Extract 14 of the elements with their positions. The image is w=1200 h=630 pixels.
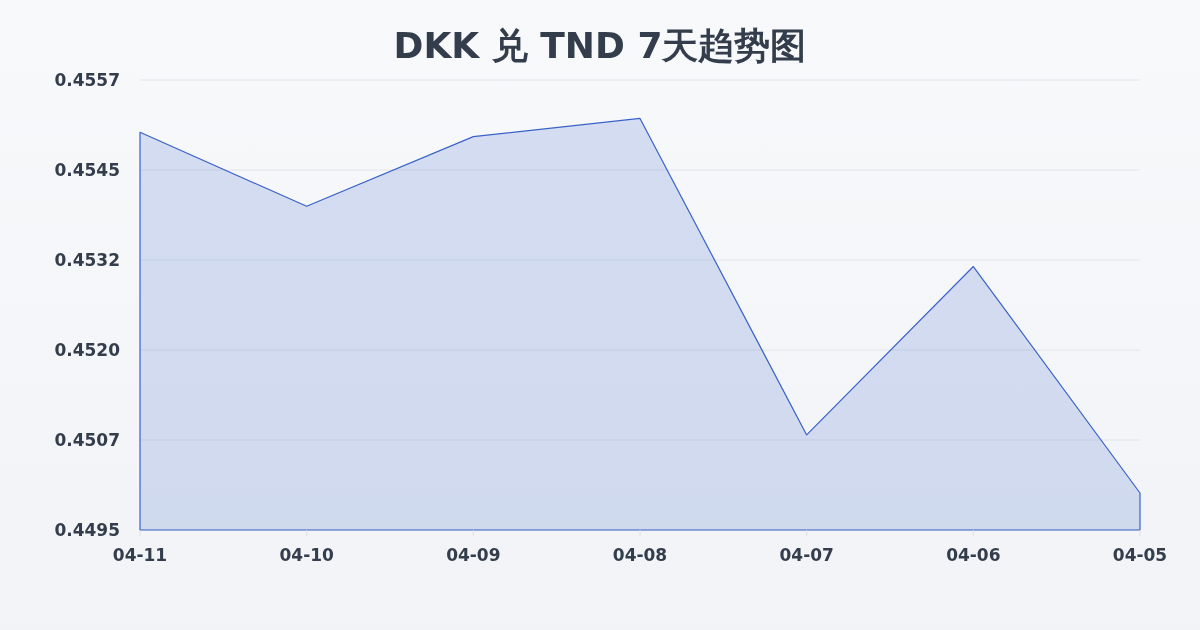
y-tick-label: 0.4495	[54, 519, 120, 540]
y-tick-label: 0.4557	[54, 69, 120, 90]
x-tick-label: 04-06	[946, 545, 1001, 565]
x-tick-label: 04-10	[279, 545, 335, 565]
x-tick-label: 04-09	[446, 545, 501, 565]
x-tick-label: 04-11	[112, 545, 168, 565]
x-tick-label: 04-08	[612, 545, 668, 565]
x-tick-label: 04-07	[779, 545, 834, 565]
chart-title: DKK 兑 TND 7天趋势图	[393, 25, 807, 66]
y-tick-label: 0.4520	[54, 339, 121, 360]
y-tick-label: 0.4545	[54, 159, 120, 180]
x-tick-label: 04-05	[1112, 545, 1168, 565]
y-tick-label: 0.4507	[54, 429, 120, 450]
y-tick-label: 0.4532	[54, 249, 120, 270]
